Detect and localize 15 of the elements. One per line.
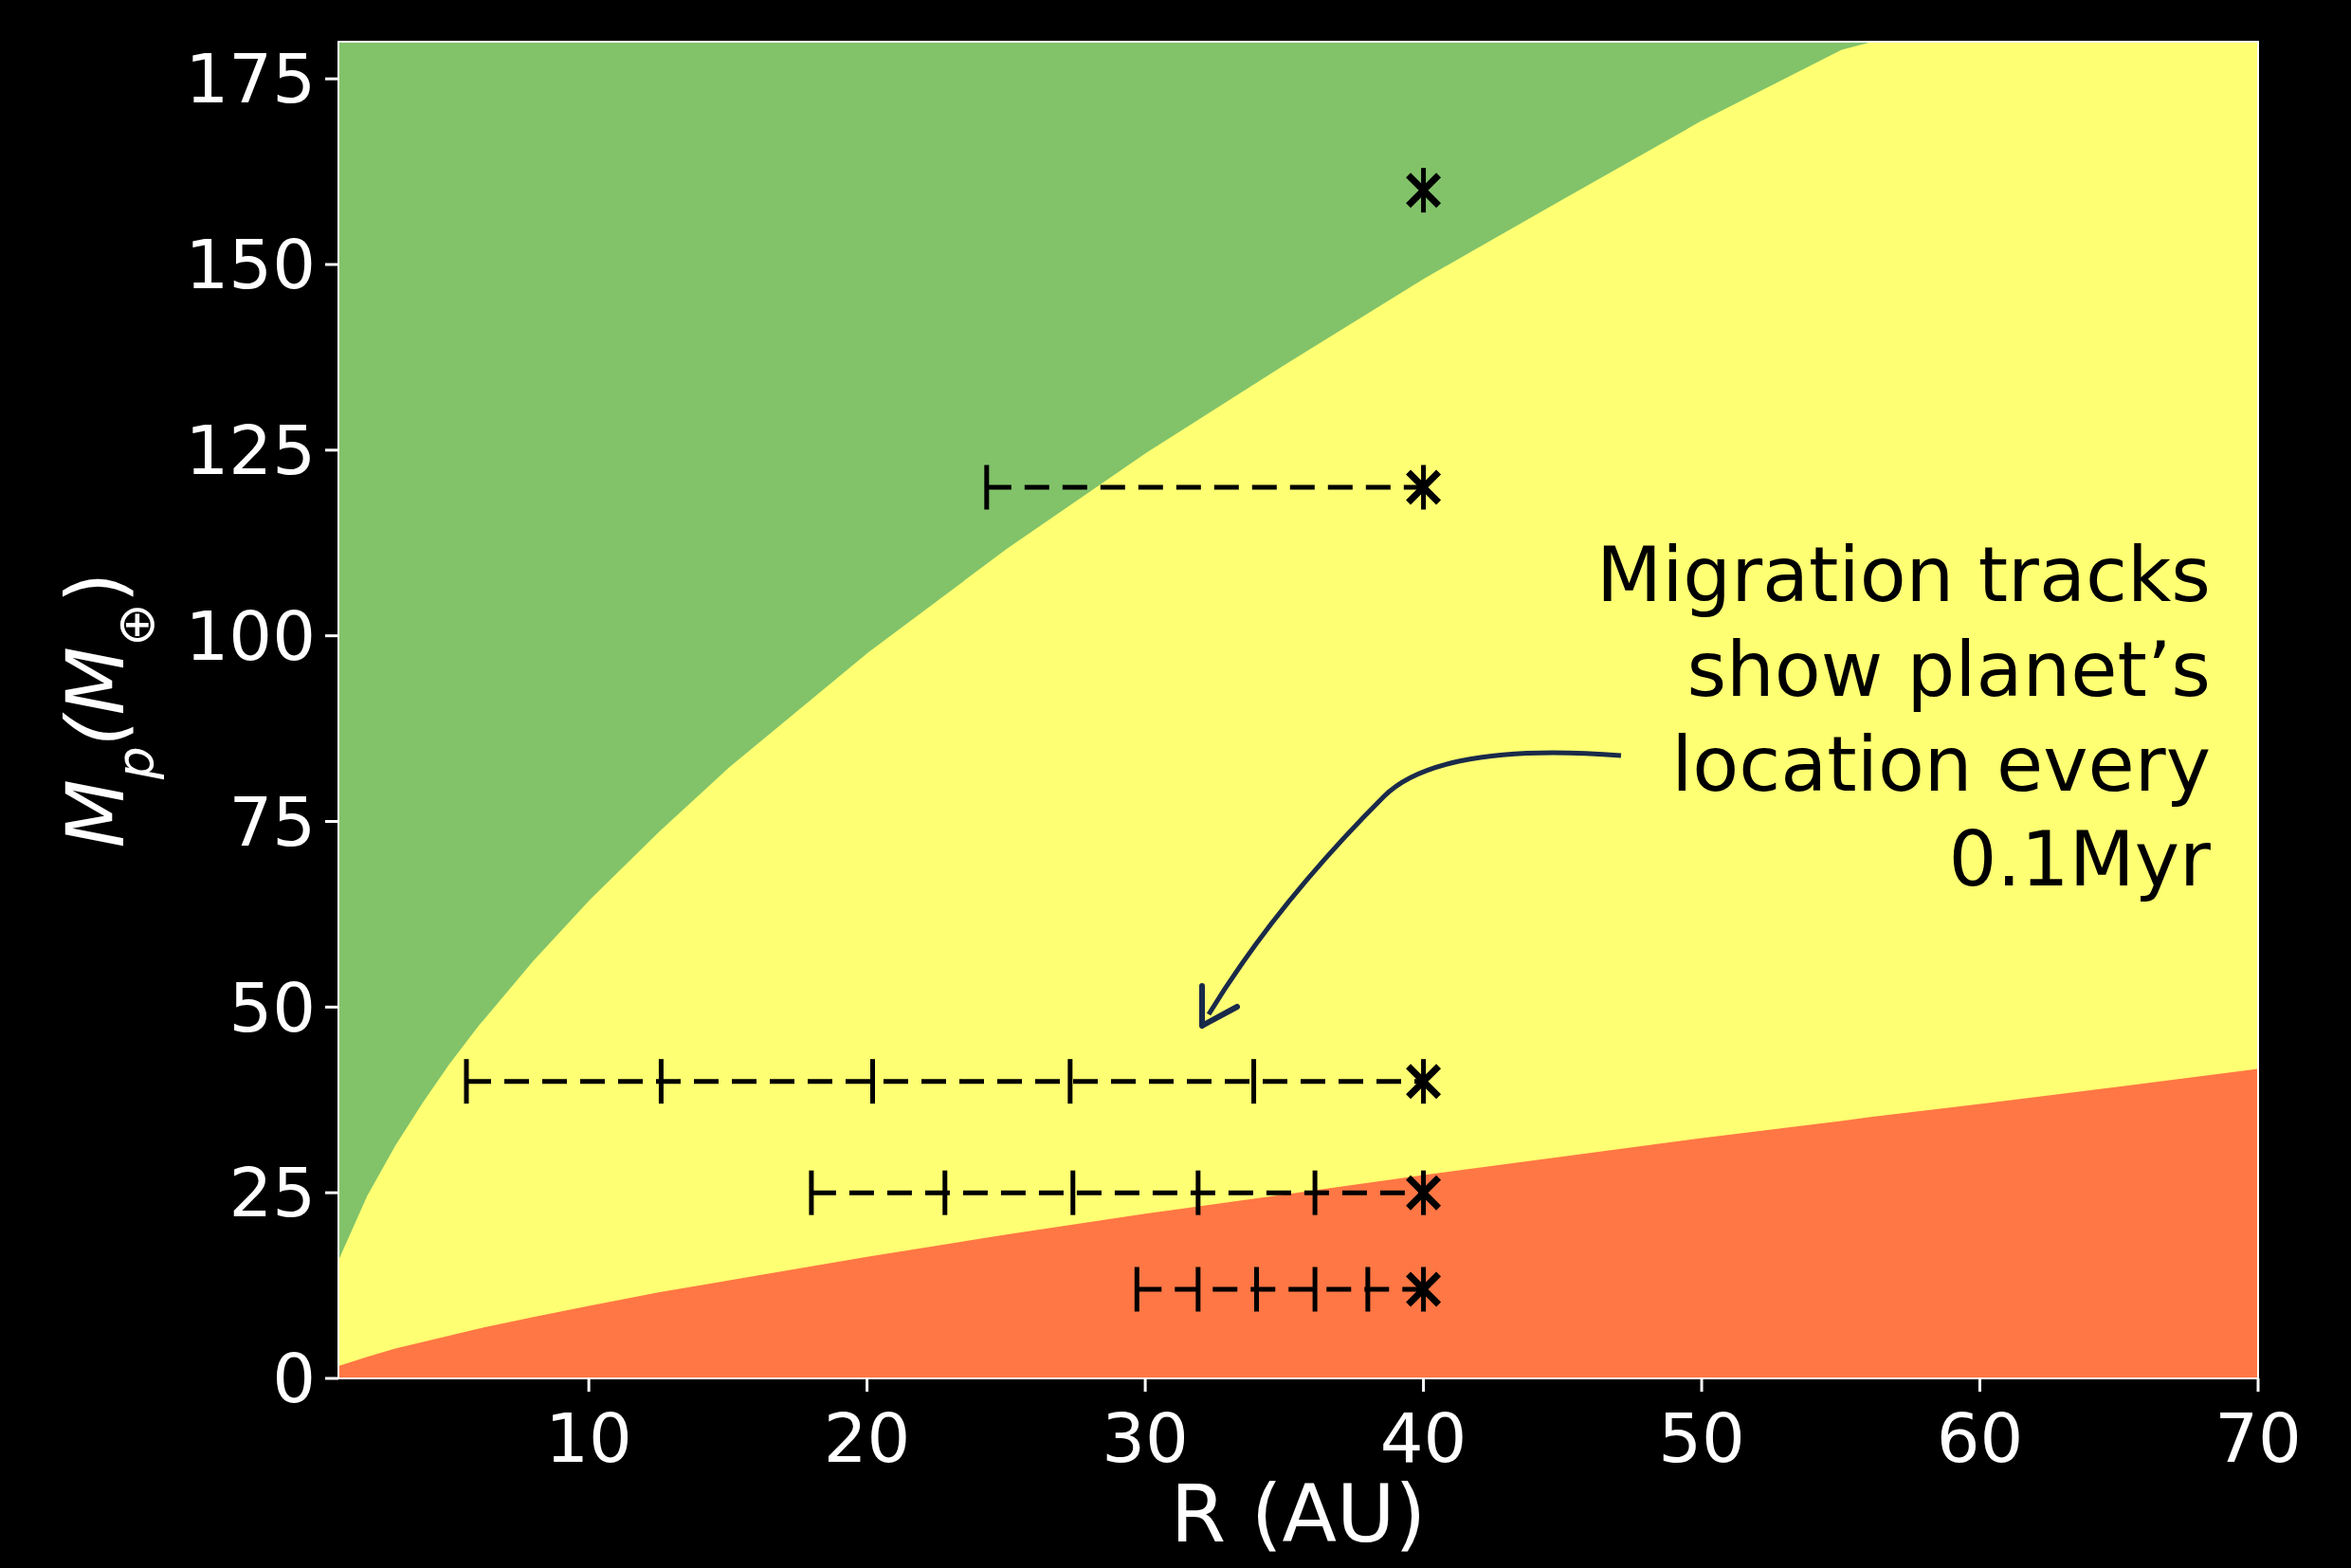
annotation: Migration tracks show planet’s location every 0.1Myr (1596, 531, 2212, 903)
y-tick-label: 175 (185, 39, 316, 119)
y-tick-label: 75 (228, 781, 316, 862)
y-tick-label: 25 (228, 1153, 316, 1233)
x-tick-label: 70 (2214, 1398, 2302, 1478)
y-tick-label: 125 (185, 410, 316, 491)
y-tick-label: 0 (272, 1339, 316, 1419)
y-tick-label: 50 (228, 967, 316, 1048)
x-tick-label: 10 (545, 1398, 632, 1478)
point (1405, 172, 1443, 210)
x-tick-label: 60 (1936, 1398, 2024, 1478)
y-tick-label: 100 (185, 595, 316, 676)
x-tick-label: 50 (1658, 1398, 1745, 1478)
y-tick-label: 150 (185, 225, 316, 305)
x-tick-label: 20 (823, 1398, 911, 1478)
